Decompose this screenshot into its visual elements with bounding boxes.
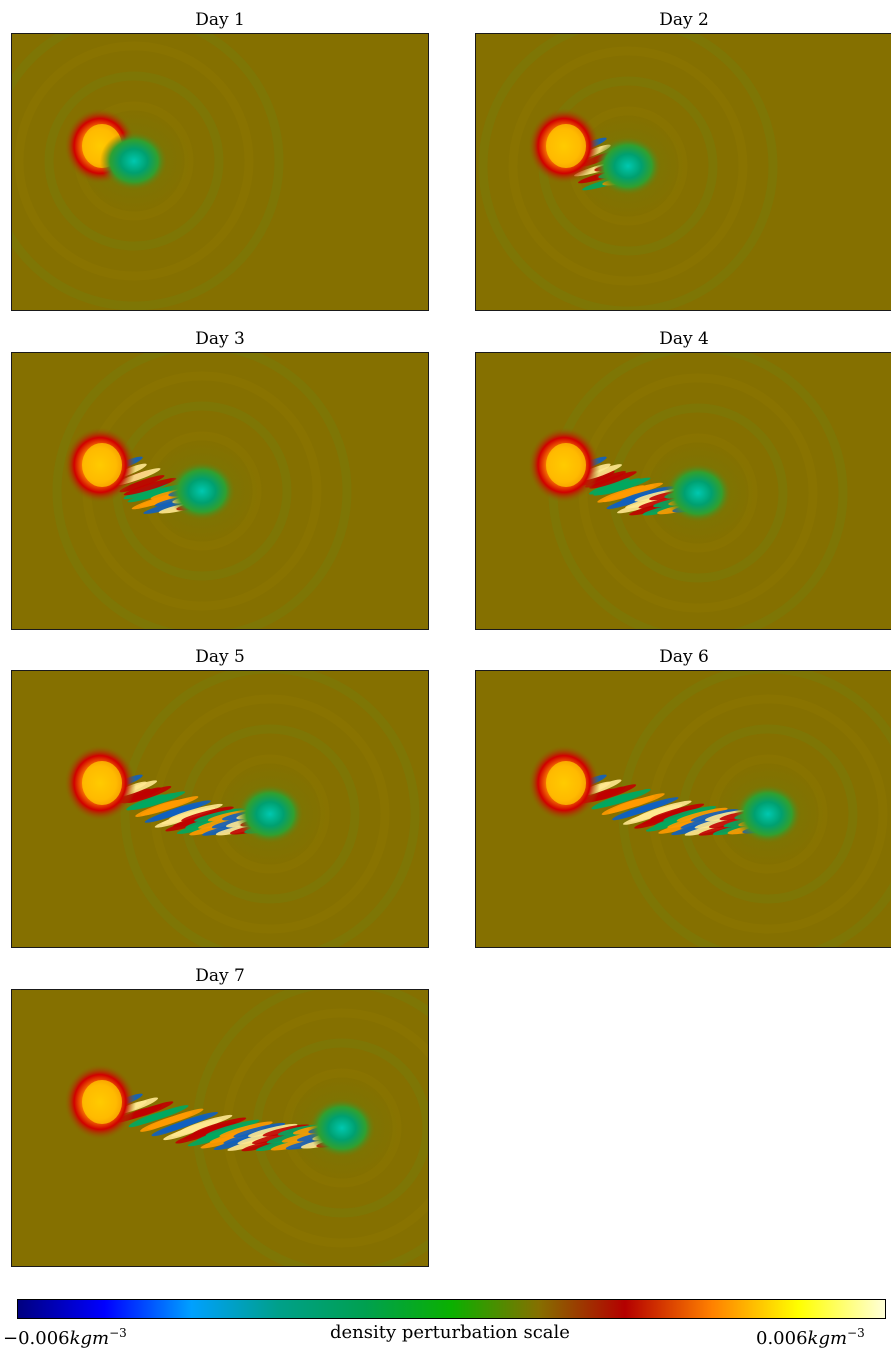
colorbar-max-unit: kgm [807,1328,848,1349]
density-panel-day-3 [11,352,429,630]
density-field-day-3 [12,353,428,629]
panel-title-day-6: Day 6 [659,647,709,667]
density-panel-day-1 [11,33,429,311]
colorbar-max-exponent: −3 [847,1326,865,1340]
panel-title-day-1: Day 1 [195,10,245,30]
colorbar-title: density perturbation scale [330,1322,570,1343]
panel-title-day-2: Day 2 [659,10,709,30]
density-panel-day-6 [475,670,891,948]
density-field-day-1 [12,34,428,310]
panel-title-day-7: Day 7 [195,966,245,986]
colorbar-min-label: −0.006kgm−3 [3,1322,127,1350]
colorbar-max-value: 0.006 [756,1328,808,1349]
colorbar-min-unit: kgm [69,1328,110,1349]
colorbar [17,1299,886,1319]
colorbar-min-exponent: −3 [109,1326,127,1340]
density-panel-day-7 [11,989,429,1267]
density-field-day-7 [12,990,428,1266]
panel-title-day-4: Day 4 [659,329,709,349]
density-panel-day-5 [11,670,429,948]
density-field-day-5 [12,671,428,947]
density-field-day-2 [476,34,891,310]
colorbar-min-value: −0.006 [3,1328,70,1349]
colorbar-max-label: 0.006kgm−3 [756,1322,865,1350]
density-panel-day-2 [475,33,891,311]
panel-title-day-5: Day 5 [195,647,245,667]
density-field-day-4 [476,353,891,629]
density-panel-day-4 [475,352,891,630]
panel-title-day-3: Day 3 [195,329,245,349]
density-field-day-6 [476,671,891,947]
